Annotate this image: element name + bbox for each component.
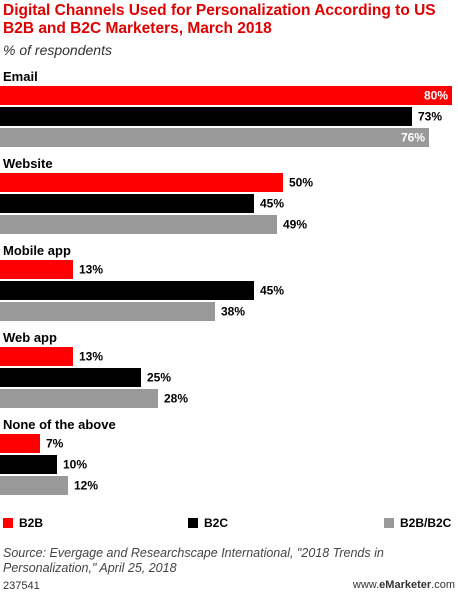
legend-item-b2b-b2c: B2B/B2C — [384, 516, 451, 530]
legend-item-b2b: B2B — [3, 516, 43, 530]
category-label-email: Email — [3, 69, 38, 84]
chart-subtitle: % of respondents — [3, 42, 112, 58]
value-label-website-b2b: 50% — [289, 176, 313, 190]
bar-none-of-the-above-b2c — [0, 455, 57, 474]
value-label-website-b2b-b2c: 49% — [283, 218, 307, 232]
value-label-email-b2b-b2c: 76% — [401, 131, 425, 145]
value-label-email-b2c: 73% — [418, 110, 442, 124]
bar-none-of-the-above-b2b — [0, 434, 40, 453]
bar-mobile-app-b2b-b2c — [0, 302, 215, 321]
chart-id: 237541 — [3, 580, 40, 592]
bar-email-b2b-b2c — [0, 128, 429, 147]
legend: B2B B2C B2B/B2C — [0, 514, 458, 532]
category-label-web-app: Web app — [3, 330, 57, 345]
value-label-mobile-app-b2b-b2c: 38% — [221, 305, 245, 319]
bar-mobile-app-b2b — [0, 260, 73, 279]
bar-email-b2b — [0, 86, 452, 105]
value-label-web-app-b2c: 25% — [147, 371, 171, 385]
bar-website-b2c — [0, 194, 254, 213]
legend-swatch-b2c — [188, 518, 198, 528]
bar-website-b2b — [0, 173, 283, 192]
value-label-mobile-app-b2b: 13% — [79, 263, 103, 277]
value-label-none-of-the-above-b2c: 10% — [63, 458, 87, 472]
value-label-web-app-b2b: 13% — [79, 350, 103, 364]
value-label-none-of-the-above-b2b: 7% — [46, 437, 64, 451]
value-label-website-b2c: 45% — [260, 197, 284, 211]
value-label-mobile-app-b2c: 45% — [260, 284, 284, 298]
brand-prefix: www. — [352, 579, 380, 591]
bar-none-of-the-above-b2b-b2c — [0, 476, 68, 495]
brand-name: eMarketer — [379, 579, 432, 591]
bar-email-b2c — [0, 107, 412, 126]
bar-chart: Email 80% 73% 76% Website 50% 45% 49% Mobile app… — [0, 69, 452, 495]
value-label-web-app-b2b-b2c: 28% — [164, 392, 188, 406]
bar-web-app-b2b — [0, 347, 73, 366]
chart-title: Digital Channels Used for Personalizatio… — [3, 2, 436, 37]
value-label-email-b2b: 80% — [424, 89, 448, 103]
bar-web-app-b2c — [0, 368, 141, 387]
brand-suffix: .com — [431, 579, 455, 591]
category-label-none-of-the-above: None of the above — [3, 417, 116, 432]
category-label-mobile-app: Mobile app — [3, 243, 71, 258]
legend-label-b2b-b2c: B2B/B2C — [400, 516, 452, 530]
legend-label-b2c: B2C — [204, 516, 229, 530]
value-label-none-of-the-above-b2b-b2c: 12% — [74, 479, 98, 493]
bar-mobile-app-b2c — [0, 281, 254, 300]
legend-label-b2b: B2B — [19, 516, 44, 530]
category-label-website: Website — [3, 156, 53, 171]
legend-item-b2c: B2C — [188, 516, 228, 530]
bar-website-b2b-b2c — [0, 215, 277, 234]
legend-swatch-b2b — [3, 518, 13, 528]
legend-swatch-b2b-b2c — [384, 518, 394, 528]
source-note: Source: Evergage and Researchscape Inter… — [3, 546, 384, 575]
brand-footer: www.eMarketer.com — [353, 579, 455, 591]
bar-web-app-b2b-b2c — [0, 389, 158, 408]
